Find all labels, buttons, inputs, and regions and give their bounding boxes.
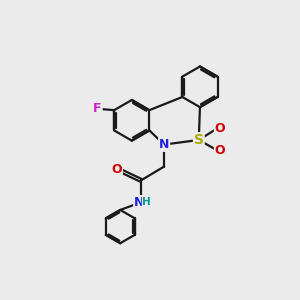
Text: F: F — [93, 103, 102, 116]
Text: N: N — [159, 138, 169, 151]
Text: O: O — [215, 144, 225, 157]
Text: N: N — [134, 196, 144, 209]
Text: H: H — [142, 197, 151, 207]
Text: O: O — [215, 122, 225, 135]
Text: O: O — [112, 164, 122, 176]
Text: S: S — [194, 133, 204, 147]
